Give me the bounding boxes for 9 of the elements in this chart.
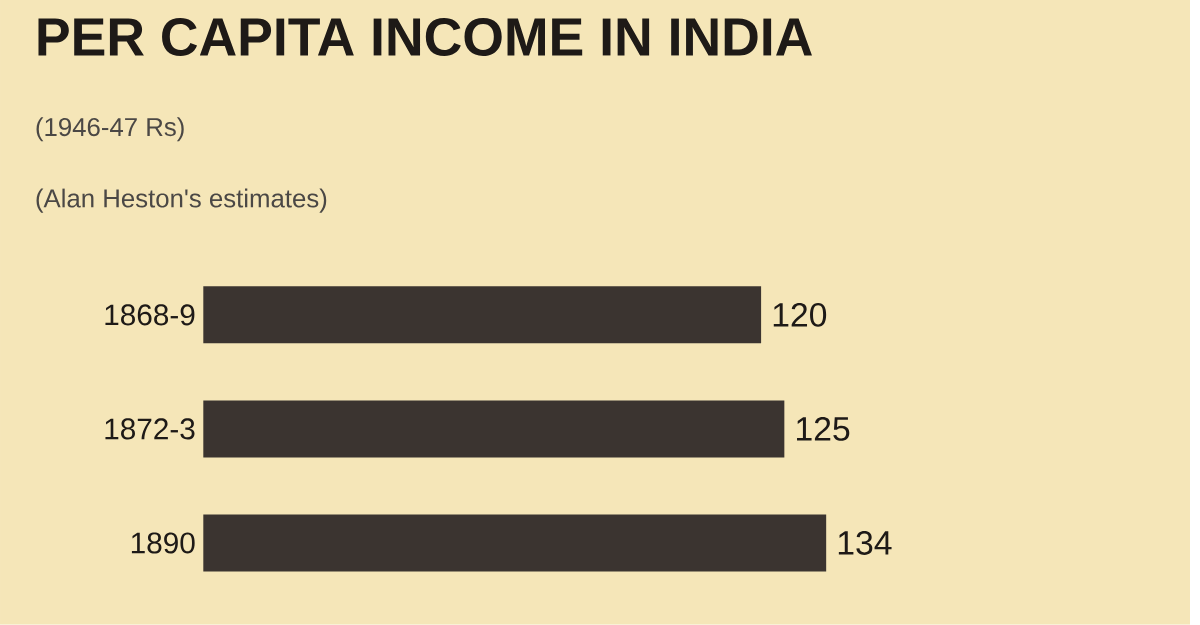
data-label: 125 [797, 417, 850, 441]
y-tick-label: 1872-3 [105, 418, 195, 440]
data-label: 120 [773, 303, 827, 327]
y-tick-label: 1890 [131, 532, 195, 554]
data-label: 134 [838, 531, 892, 555]
chart-title: PER CAPITA INCOME IN INDIA [38, 18, 812, 57]
y-tick-label: 1868-9 [105, 304, 195, 326]
text: (Alan Heston's estimates) [36, 188, 327, 213]
chart-subtitle: (1946-47 Rs) [36, 117, 184, 142]
